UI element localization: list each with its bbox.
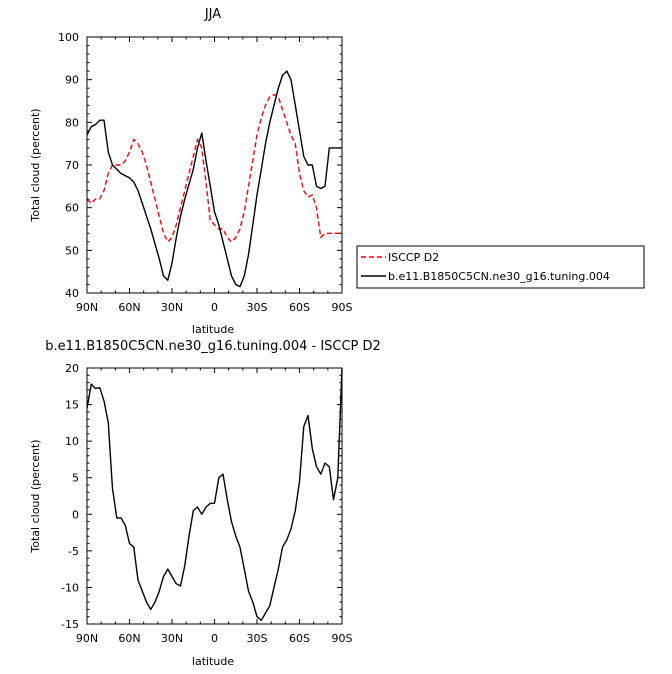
top-x-tick-label: 30S xyxy=(247,301,268,314)
top-axis-ticks: 90N 60N 30N 0 30S 60S 90S 40 50 60 70 80 90 100 xyxy=(58,31,353,314)
top-x-tick-label: 0 xyxy=(211,301,218,314)
legend-label-model: b.e11.B1850C5CN.ne30_g16.tuning.004 xyxy=(388,270,610,283)
bottom-y-tick-label: -5 xyxy=(68,545,79,558)
bottom-y-axis-label: Total cloud (percent) xyxy=(29,439,42,553)
top-chart-title: JJA xyxy=(204,7,221,22)
bottom-x-tick-label: 90S xyxy=(332,632,353,645)
top-y-tick-label: 90 xyxy=(65,74,79,87)
bottom-y-tick-label: -10 xyxy=(61,581,79,594)
top-plot-frame xyxy=(86,36,343,294)
top-series-line-0 xyxy=(86,93,342,243)
bottom-y-tick-label: 10 xyxy=(65,435,79,448)
top-panel: JJA 90N 60N 30N 0 30S 60S 90S 40 50 60 70 80 90 100 l… xyxy=(29,7,353,336)
top-y-tick-label: 80 xyxy=(65,116,79,129)
bottom-plot-frame xyxy=(86,367,343,625)
bottom-x-tick-label: 60S xyxy=(289,632,310,645)
bottom-y-tick-label: 20 xyxy=(65,362,79,375)
bottom-panel: b.e11.B1850C5CN.ne30_g16.tuning.004 - IS… xyxy=(29,339,381,668)
bottom-y-tick-label: 0 xyxy=(72,508,79,521)
top-series-line-1 xyxy=(86,70,342,288)
top-y-tick-label: 40 xyxy=(65,287,79,300)
top-y-tick-label: 100 xyxy=(58,31,79,44)
bottom-series-line-0 xyxy=(86,367,343,621)
bottom-x-tick-label: 90N xyxy=(76,632,98,645)
bottom-chart-title: b.e11.B1850C5CN.ne30_g16.tuning.004 - IS… xyxy=(45,339,381,354)
top-x-axis-label: latitude xyxy=(192,323,234,336)
bottom-x-tick-label: 30S xyxy=(247,632,268,645)
bottom-x-tick-label: 30N xyxy=(161,632,183,645)
top-x-tick-label: 90N xyxy=(76,301,98,314)
top-x-tick-label: 30N xyxy=(161,301,183,314)
bottom-chart-marks xyxy=(86,367,343,621)
legend-box xyxy=(356,245,645,289)
top-y-tick-label: 60 xyxy=(65,202,79,215)
bottom-x-tick-label: 60N xyxy=(118,632,140,645)
legend-label-isccp: ISCCP D2 xyxy=(388,251,439,264)
bottom-y-tick-label: 15 xyxy=(65,399,79,412)
bottom-y-tick-label: 5 xyxy=(72,472,79,485)
top-chart-marks xyxy=(86,70,342,288)
top-y-tick-label: 50 xyxy=(65,244,79,257)
bottom-axis-ticks: 90N 60N 30N 0 30S 60S 90S -15 -10 -5 0 5 10 15 20 xyxy=(61,362,352,645)
bottom-x-tick-label: 0 xyxy=(211,632,218,645)
top-y-tick-label: 70 xyxy=(65,159,79,172)
legend: ISCCP D2 b.e11.B1850C5CN.ne30_g16.tuning… xyxy=(356,245,645,289)
top-x-tick-label: 60N xyxy=(118,301,140,314)
top-y-axis-label: Total cloud (percent) xyxy=(29,108,42,222)
top-x-tick-label: 90S xyxy=(332,301,353,314)
bottom-x-axis-label: latitude xyxy=(192,655,234,668)
top-x-tick-label: 60S xyxy=(289,301,310,314)
bottom-y-tick-label: -15 xyxy=(61,618,79,631)
